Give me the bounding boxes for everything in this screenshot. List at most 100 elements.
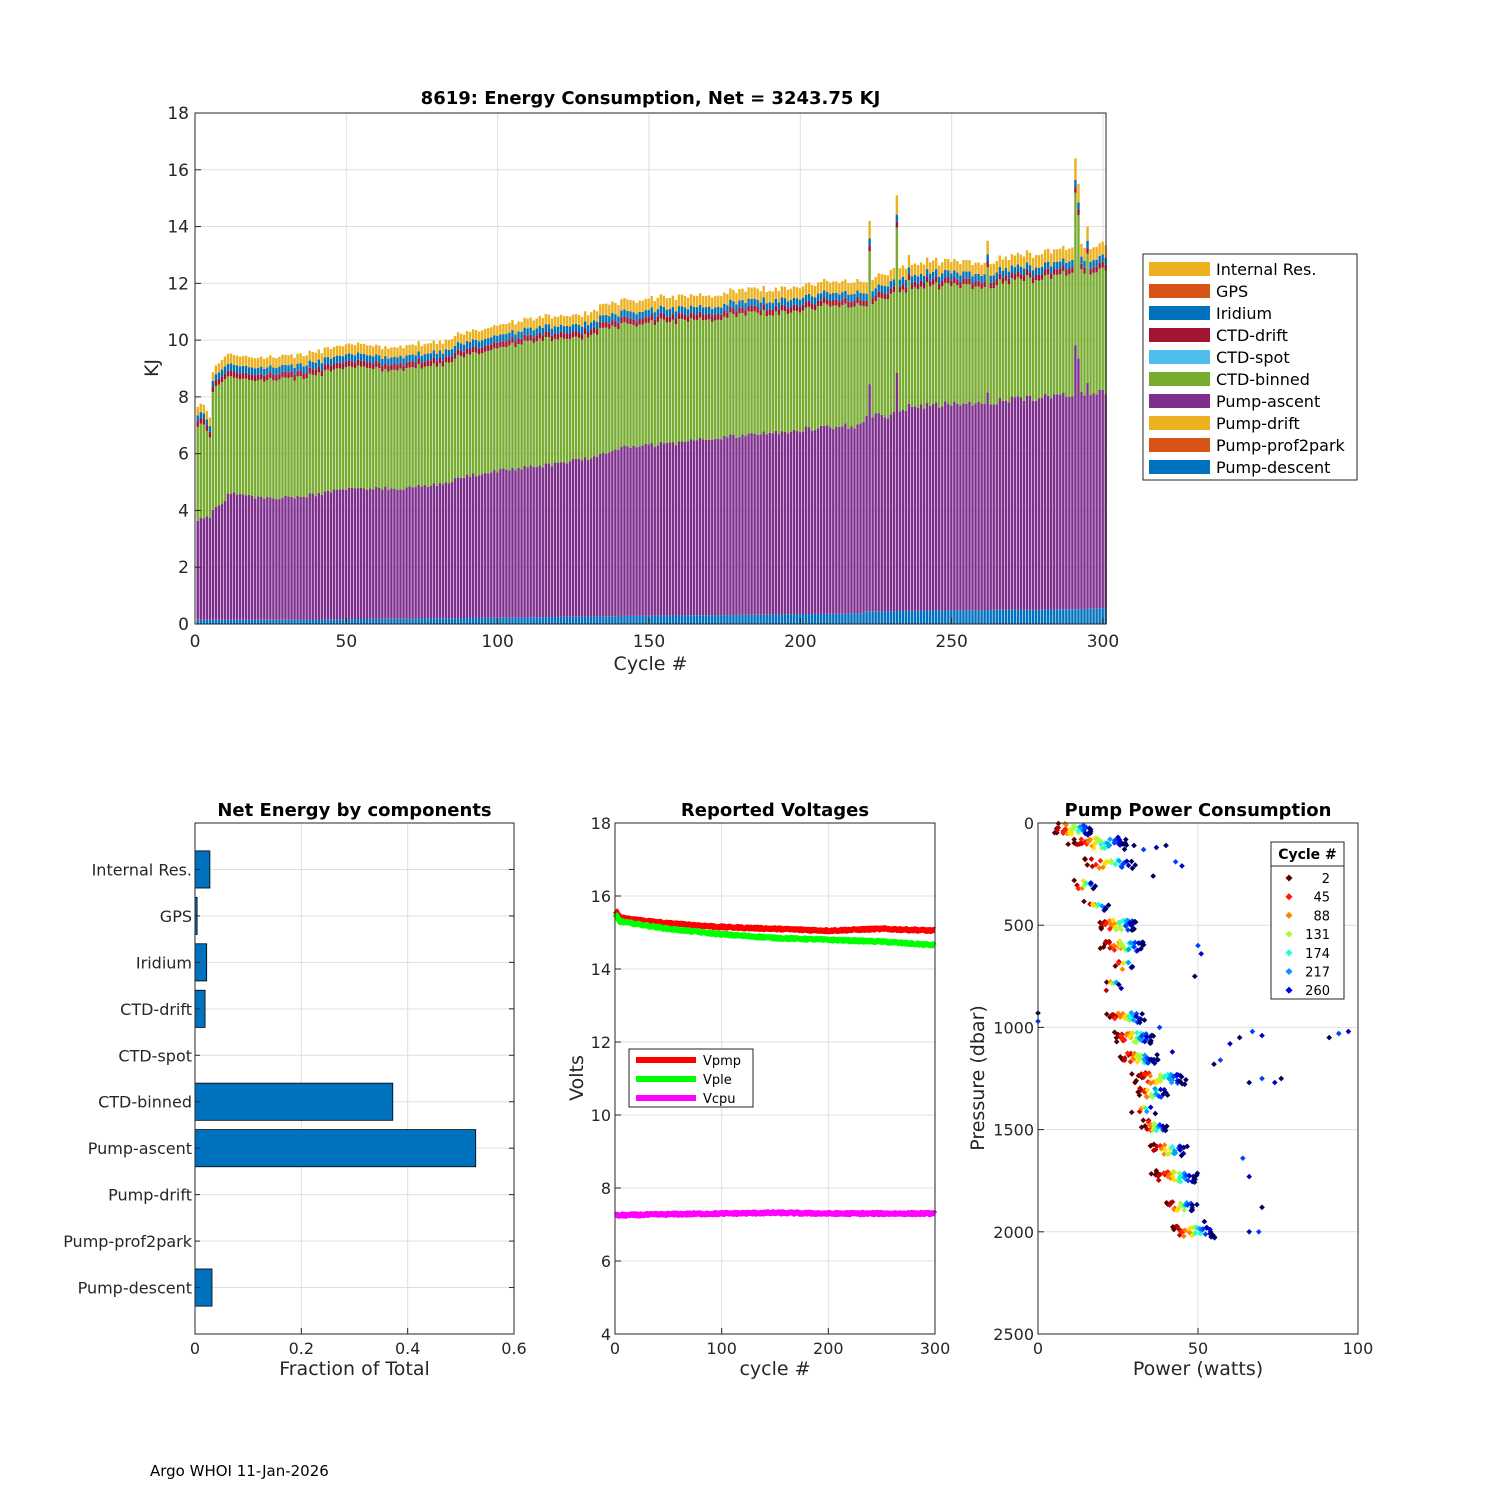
bar-segment-internal-res- xyxy=(232,355,236,365)
bar-segment-pump-descent xyxy=(205,619,209,624)
bar-segment-internal-res- xyxy=(311,352,314,362)
bar-segment-pump-descent xyxy=(311,619,314,624)
bar-segment-pump-ascent xyxy=(741,434,744,615)
y-tick-label: 0 xyxy=(1024,814,1034,833)
bar-segment-internal-res- xyxy=(1092,247,1095,261)
bar-segment-pump-ascent xyxy=(907,403,911,611)
x-tick-label: 300 xyxy=(920,1339,951,1358)
bar-segment-ctd-binned xyxy=(384,368,387,487)
bar-segment-pump-ascent xyxy=(462,478,466,619)
bar-segment-ctd-drift xyxy=(378,362,381,369)
bar-segment-pump-descent xyxy=(484,617,487,624)
bar-segment-pump-ascent xyxy=(232,492,236,620)
bar-segment-pump-descent xyxy=(1040,609,1044,624)
bar-segment-iridium xyxy=(314,362,317,370)
bar-segment-pump-ascent xyxy=(892,412,896,612)
scatter-point xyxy=(1259,1032,1265,1039)
bar-segment-pump-descent xyxy=(729,614,732,624)
bar-segment-pump-descent xyxy=(544,617,547,624)
bar-segment-pump-ascent xyxy=(850,426,853,614)
bar-segment-ctd-drift xyxy=(568,333,572,340)
bar-segment-ctd-drift xyxy=(580,333,584,340)
bar-segment-pump-ascent xyxy=(520,469,523,618)
bar-segment-ctd-drift xyxy=(423,361,426,367)
x-tick-label: 250 xyxy=(935,632,967,652)
bar-segment-ctd-binned xyxy=(771,315,774,434)
bar-segment-ctd-drift xyxy=(968,278,971,285)
bar-segment-ctd-drift xyxy=(329,365,333,372)
bar-segment-pump-descent xyxy=(680,615,684,624)
bar-segment-ctd-binned xyxy=(562,338,566,463)
bar-segment-ctd-binned xyxy=(620,323,623,447)
bar-segment-ctd-drift xyxy=(278,373,281,380)
bar-segment-pump-descent xyxy=(1062,609,1065,624)
bar-segment-pump-descent xyxy=(1080,608,1083,624)
bar-segment-iridium xyxy=(496,335,499,343)
bar-segment-pump-descent xyxy=(871,611,874,624)
scatter-point xyxy=(1132,919,1139,925)
bar-segment-pump-descent xyxy=(571,616,575,624)
bar-segment-pump-descent xyxy=(771,614,774,624)
bar-segment-ctd-drift xyxy=(353,362,357,368)
x-axis-label: cycle # xyxy=(739,1358,810,1380)
bar-segment-pump-descent xyxy=(535,617,538,624)
bar-segment-pump-ascent xyxy=(596,456,599,617)
bar-segment-pump-descent xyxy=(880,611,883,624)
bar-segment-iridium xyxy=(241,365,245,374)
bar-segment-ctd-drift xyxy=(686,316,690,322)
legend: Internal Res.GPSIridiumCTD-driftCTD-spot… xyxy=(1142,253,1358,481)
bar-segment-ctd-binned xyxy=(623,322,626,446)
bar-segment-ctd-drift xyxy=(266,374,269,380)
bar-segment-ctd-binned xyxy=(359,366,363,488)
bar-segment-iridium xyxy=(417,351,420,359)
bar-segment-iridium xyxy=(1040,266,1044,275)
bar-segment-internal-res- xyxy=(293,357,296,368)
bar-segment-ctd-binned xyxy=(768,314,771,433)
bar-segment-internal-res- xyxy=(671,295,675,308)
bar-segment-pump-ascent xyxy=(1083,395,1086,610)
bar-segment-pump-ascent xyxy=(919,404,923,611)
bar-segment-pump-descent xyxy=(819,614,823,624)
bar-segment-ctd-drift xyxy=(1101,261,1104,268)
y-tick-label: 2 xyxy=(178,558,189,578)
bar-segment-internal-res- xyxy=(880,274,883,286)
bar-segment-pump-descent xyxy=(235,619,239,624)
bar-segment-pump-ascent xyxy=(538,465,541,618)
bar-segment-internal-res- xyxy=(938,265,941,277)
bar-segment-pump-descent xyxy=(683,615,687,624)
scatter-point xyxy=(1195,942,1201,949)
bar-segment-internal-res- xyxy=(375,344,378,355)
bar-segment-pump-ascent xyxy=(1013,397,1017,610)
bar-segment-pump-ascent xyxy=(717,438,720,616)
bar-segment-ctd-drift xyxy=(235,372,239,379)
bar-segment-pump-ascent xyxy=(1007,402,1011,610)
bar-segment-pump-ascent xyxy=(526,467,529,618)
bar-segment-internal-res- xyxy=(535,318,538,329)
bar-segment-iridium xyxy=(1001,270,1004,278)
bar-segment-internal-res- xyxy=(1050,253,1053,267)
bar-segment-pump-descent xyxy=(938,610,941,624)
bar-segment-pump-ascent xyxy=(505,469,508,618)
bar-segment-iridium xyxy=(1080,256,1083,264)
bar-segment-iridium xyxy=(423,354,426,362)
bar-segment-ctd-binned xyxy=(962,283,965,404)
bar-segment-ctd-binned xyxy=(1019,279,1023,398)
bar-segment-internal-res- xyxy=(565,316,569,326)
scatter-point xyxy=(1169,1199,1176,1205)
bar-segment-pump-descent xyxy=(266,619,269,624)
bar-segment-pump-descent xyxy=(898,610,902,624)
bar-segment-ctd-drift xyxy=(596,329,599,335)
bar-segment-ctd-drift xyxy=(223,373,227,380)
bar-segment-ctd-drift xyxy=(768,309,771,315)
y-tick-label: 0 xyxy=(178,615,189,635)
bar-segment-iridium xyxy=(438,350,442,358)
bar-segment-internal-res- xyxy=(217,363,221,373)
bar-segment-internal-res- xyxy=(1053,249,1056,262)
bar-segment-ctd-binned xyxy=(326,369,330,491)
bar-segment-iridium xyxy=(493,335,496,343)
scatter-point xyxy=(1115,834,1121,841)
bar-segment-iridium xyxy=(647,309,650,318)
bar-segment-ctd-drift xyxy=(372,363,375,370)
bar-segment-internal-res- xyxy=(1028,252,1032,266)
scatter-point xyxy=(1082,830,1089,837)
